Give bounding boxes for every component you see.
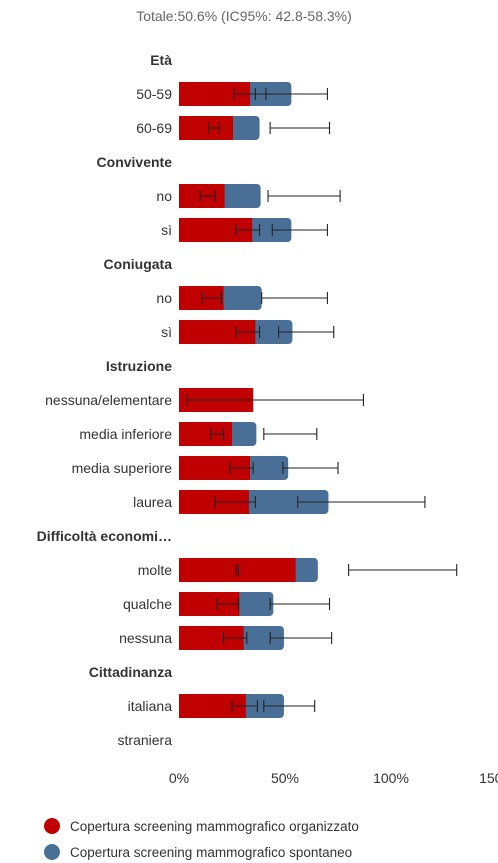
x-tick-label: 150% [479,770,498,786]
error-bar-organizzato [235,224,261,236]
x-tick-label: 100% [373,770,409,786]
error-bar-spontaneo [278,326,335,338]
group-label: Età [150,52,172,68]
x-tick-label: 0% [169,770,189,786]
group-label: Convivente [97,154,173,170]
category-label: sì [161,324,172,340]
error-bar-organizzato [235,326,261,338]
category-label: molte [138,562,172,578]
error-bar-spontaneo [254,88,328,100]
bar-organizzato [179,116,234,140]
error-bar-spontaneo [348,564,458,576]
category-label: nessuna/elementare [45,392,172,408]
category-label: sì [161,222,172,238]
category-label: no [156,290,172,306]
error-bar-spontaneo [269,122,331,134]
legend-marker [44,818,60,834]
chart-subtitle: Totale:50.6% (IC95%: 42.8-58.3%) [136,8,352,24]
x-axis: 0% 50% 100% 150% [169,770,498,786]
category-label: nessuna [119,630,172,646]
error-bar-organizzato [235,564,239,576]
group-label: Istruzione [106,358,172,374]
error-bar-spontaneo [263,700,316,712]
error-bar-organizzato [186,394,364,406]
category-label: straniera [118,732,173,748]
error-bar-spontaneo [269,598,331,610]
category-label: qualche [123,596,172,612]
error-bar-organizzato [208,122,220,134]
group-label: Coniugata [104,256,173,272]
error-bar-organizzato [214,496,256,508]
plot-area: Età 50-59 60-69 Convivente no sì Coniugata no sì… [37,52,458,748]
category-label: 50-59 [136,86,172,102]
legend: Copertura screening mammografico organiz… [44,818,359,860]
legend-label: Copertura screening mammografico organiz… [70,819,359,834]
error-bar-organizzato [222,632,248,644]
error-bar-organizzato [210,428,225,440]
category-label: italiana [128,698,173,714]
error-bar-organizzato [231,700,258,712]
error-bar-spontaneo [261,292,328,304]
error-bar-organizzato [199,190,216,202]
category-label: media superiore [72,460,173,476]
error-bar-organizzato [229,462,254,474]
error-bar-spontaneo [271,224,328,236]
group-label: Cittadinanza [89,664,172,680]
category-label: no [156,188,172,204]
category-label: laurea [133,494,172,510]
category-label: 60-69 [136,120,172,136]
error-bar-spontaneo [269,632,333,644]
error-bar-spontaneo [267,190,341,202]
error-bar-organizzato [201,292,222,304]
error-bar-spontaneo [297,496,426,508]
legend-marker [44,844,60,860]
legend-label: Copertura screening mammografico spontan… [70,845,352,860]
error-bar-organizzato [216,598,239,610]
error-bar-spontaneo [282,462,339,474]
x-tick-label: 50% [271,770,299,786]
group-label: Difficoltà economi… [37,528,172,544]
category-label: media inferiore [79,426,172,442]
error-bar-spontaneo [263,428,318,440]
